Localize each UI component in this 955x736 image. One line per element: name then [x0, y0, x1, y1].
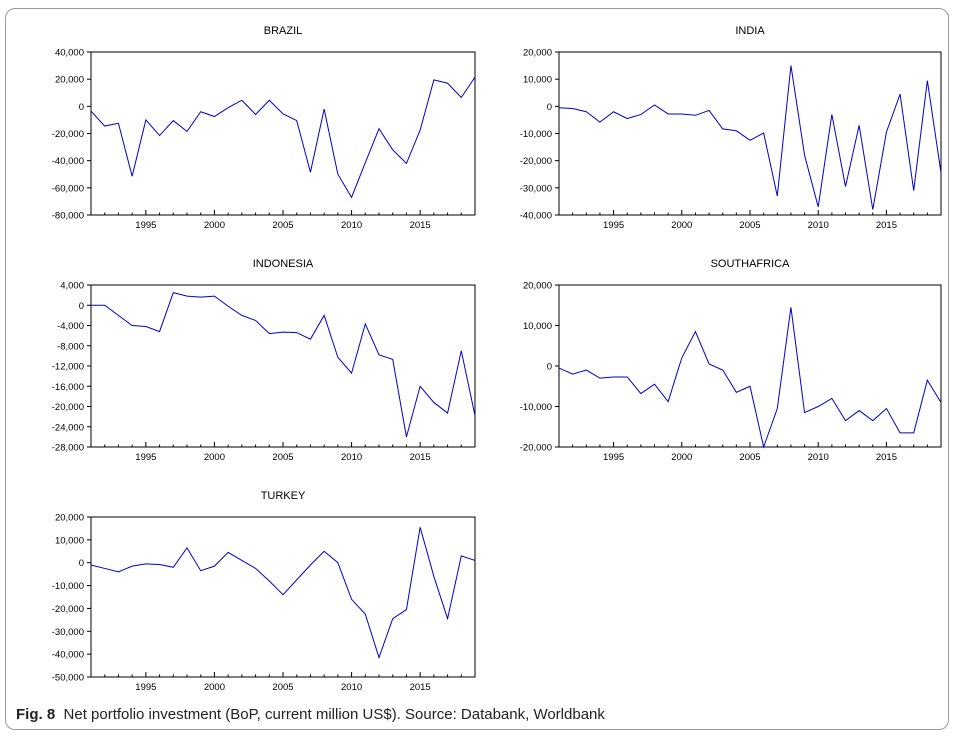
chart-turkey: TURKEY 20,000 10,000 0 -10,000 -20,000 -30,000…: [52, 490, 476, 693]
y-tick-label: 0: [79, 558, 84, 569]
y-tick-label: -20,000: [520, 156, 552, 167]
x-tick-label: 1995: [603, 220, 624, 231]
y-tick-label: 20,000: [523, 48, 552, 59]
x-tick-label: 1995: [135, 682, 156, 693]
x-tick-label: 2015: [410, 682, 431, 693]
y-tick-label: 20,000: [523, 281, 552, 292]
chart-indonesia: INDONESIA 4,000 0 -4,000 -8,000 -12,000 -16,00…: [52, 258, 476, 463]
plot-area: [558, 51, 942, 216]
chart-title: SOUTHAFRICA: [711, 258, 791, 270]
plot-area: [90, 51, 476, 216]
chart-brazil: BRAZIL 40,000 20,000 0 -20,000 -40,000 -60,000…: [52, 25, 476, 231]
x-tick-label: 2010: [341, 682, 362, 693]
x-tick-label: 2015: [410, 452, 431, 463]
y-tick-label: -80,000: [52, 211, 84, 222]
chart-southafrica: SOUTHAFRICA 20,000 10,000 0 -10,000 -20,000 19…: [520, 258, 942, 463]
y-tick-label: 0: [547, 102, 552, 113]
x-tick-label: 2010: [341, 452, 362, 463]
y-tick-label: -60,000: [52, 183, 84, 194]
y-tick-label: 20,000: [55, 513, 84, 524]
x-tick-label: 2015: [876, 452, 897, 463]
plot-area: [558, 284, 942, 448]
x-tick-label: 2000: [204, 452, 225, 463]
x-tick-label: 2000: [671, 220, 692, 231]
series-line: [558, 307, 942, 449]
series-line: [90, 76, 476, 199]
y-tick-label: -12,000: [52, 362, 84, 373]
x-tick-label: 2000: [204, 220, 225, 231]
series-line: [558, 65, 942, 210]
y-tick-label: 40,000: [55, 48, 84, 59]
y-tick-label: 10,000: [523, 321, 552, 332]
chart-title: INDIA: [735, 25, 765, 37]
x-tick-label: 2000: [671, 452, 692, 463]
x-tick-label: 2010: [808, 452, 829, 463]
series-line: [90, 527, 476, 660]
caption-label: Fig. 8: [16, 706, 56, 723]
y-tick-label: -40,000: [520, 211, 552, 222]
series-line: [91, 291, 476, 438]
y-tick-label: -28,000: [52, 443, 84, 454]
y-tick-label: -10,000: [520, 402, 552, 413]
chart-title: BRAZIL: [264, 25, 303, 37]
y-tick-label: -20,000: [52, 402, 84, 413]
x-tick-label: 2005: [739, 220, 760, 231]
x-tick-label: 1995: [135, 220, 156, 231]
figure-caption: Fig. 8 Net portfolio investment (BoP, cu…: [16, 706, 605, 723]
x-tick-label: 1995: [135, 452, 156, 463]
x-tick-label: 2005: [272, 452, 293, 463]
y-tick-label: 10,000: [55, 535, 84, 546]
figure-frame: [5, 8, 949, 730]
y-tick-label: 0: [79, 301, 84, 312]
y-tick-label: -20,000: [52, 129, 84, 140]
plot-area: [90, 284, 476, 448]
y-tick-label: -10,000: [52, 581, 84, 592]
x-tick-label: 2010: [808, 220, 829, 231]
y-tick-label: -30,000: [520, 183, 552, 194]
y-tick-label: -40,000: [52, 156, 84, 167]
y-tick-label: -30,000: [52, 627, 84, 638]
y-tick-label: -10,000: [520, 129, 552, 140]
y-tick-label: -16,000: [52, 382, 84, 393]
y-tick-label: -50,000: [52, 673, 84, 684]
x-tick-label: 2005: [272, 220, 293, 231]
y-tick-label: 4,000: [60, 281, 84, 292]
y-tick-label: -20,000: [520, 443, 552, 454]
caption-text: Net portfolio investment (BoP, current m…: [63, 706, 605, 723]
chart-india: INDIA 20,000 10,000 0 -10,000 -20,000 -30,000 -…: [520, 25, 942, 231]
y-tick-label: -40,000: [52, 650, 84, 661]
y-tick-label: 0: [79, 102, 84, 113]
x-tick-label: 1995: [603, 452, 624, 463]
x-tick-label: 2005: [739, 452, 760, 463]
y-tick-label: -24,000: [52, 422, 84, 433]
x-tick-label: 2000: [204, 682, 225, 693]
x-tick-label: 2015: [410, 220, 431, 231]
chart-title: INDONESIA: [253, 258, 314, 270]
y-tick-label: 10,000: [523, 75, 552, 86]
chart-title: TURKEY: [261, 490, 306, 502]
x-tick-label: 2005: [272, 682, 293, 693]
y-tick-label: -8,000: [57, 341, 84, 352]
y-tick-label: -20,000: [52, 604, 84, 615]
y-tick-label: -4,000: [57, 321, 84, 332]
y-tick-label: 20,000: [55, 75, 84, 86]
x-tick-label: 2015: [876, 220, 897, 231]
x-tick-label: 2010: [341, 220, 362, 231]
y-tick-label: 0: [547, 362, 552, 373]
